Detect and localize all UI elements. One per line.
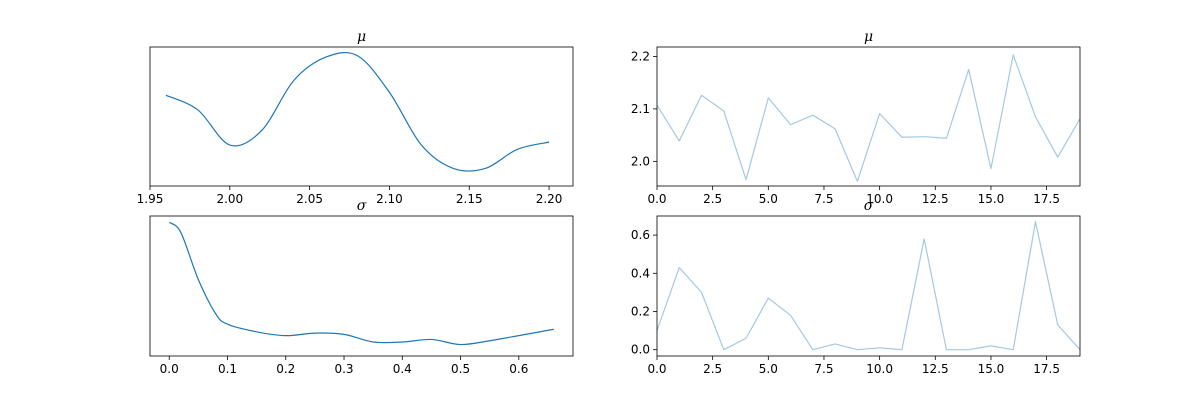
posterior-sigma-panel: σ 0.0 0.1 0.2 0.3 0.4 0.5 0.6 [149, 198, 574, 376]
trace-line [656, 54, 1081, 182]
x-tick-label: 2.5 [703, 362, 722, 376]
x-tick-label: 7.5 [814, 362, 833, 376]
posterior-mu-panel: μ 1.95 2.00 2.05 2.10 2.15 2.20 [137, 29, 574, 206]
x-tick-label: 5.0 [759, 192, 778, 206]
x-tick-label: 7.5 [814, 192, 833, 206]
x-tick-label: 15.0 [978, 192, 1005, 206]
x-tick-label: 12.5 [922, 192, 949, 206]
trace-mu-panel: μ 0.0 2.5 5.0 7.5 10.0 12.5 15.0 17.5 2.0 2.1 2.2 [631, 29, 1081, 206]
y-tick-label: 2.1 [631, 102, 650, 116]
axes-frame [149, 46, 574, 187]
x-tick-label: 2.00 [216, 192, 243, 206]
x-tick-label: 2.10 [376, 192, 403, 206]
y-tick-label: 0.4 [631, 266, 650, 280]
x-tick-label: 10.0 [866, 192, 893, 206]
panel-title: σ [864, 198, 874, 214]
x-tick-label: 1.95 [137, 192, 164, 206]
panel-title: σ [357, 198, 367, 214]
y-tick-label: 2.0 [631, 154, 650, 168]
x-tick-label: 0.0 [647, 362, 666, 376]
x-tick-label: 2.15 [456, 192, 483, 206]
axes-frame [149, 215, 574, 357]
trace-sigma-panel: σ 0.0 2.5 5.0 7.5 10.0 12.5 15.0 17.5 0.0 0.2 0.4 0.… [631, 198, 1081, 376]
x-tick-label: 15.0 [978, 362, 1005, 376]
x-tick-label: 0.5 [451, 362, 470, 376]
axes-frame [656, 215, 1081, 357]
x-tick-label: 2.20 [536, 192, 563, 206]
x-tick-label: 17.5 [1033, 192, 1060, 206]
x-tick-label: 0.6 [509, 362, 528, 376]
y-tick-label: 2.2 [631, 49, 650, 63]
y-tick-label: 0.2 [631, 304, 650, 318]
y-tick-label: 0.0 [631, 343, 650, 357]
axes-frame [656, 46, 1081, 187]
density-line [168, 221, 554, 346]
x-tick-label: 0.0 [160, 362, 179, 376]
x-tick-label: 2.5 [703, 192, 722, 206]
panel-title: μ [357, 29, 366, 45]
x-tick-label: 0.4 [393, 362, 412, 376]
x-tick-label: 12.5 [922, 362, 949, 376]
panel-title: μ [864, 29, 873, 45]
y-tick-label: 0.6 [631, 228, 650, 242]
x-tick-label: 0.0 [647, 192, 666, 206]
x-tick-label: 0.1 [218, 362, 237, 376]
x-tick-label: 0.2 [276, 362, 295, 376]
density-line [165, 51, 550, 172]
x-tick-label: 5.0 [759, 362, 778, 376]
x-tick-label: 10.0 [866, 362, 893, 376]
x-tick-label: 2.05 [296, 192, 323, 206]
trace-line [656, 221, 1081, 351]
x-tick-label: 17.5 [1033, 362, 1060, 376]
x-tick-label: 0.3 [334, 362, 353, 376]
